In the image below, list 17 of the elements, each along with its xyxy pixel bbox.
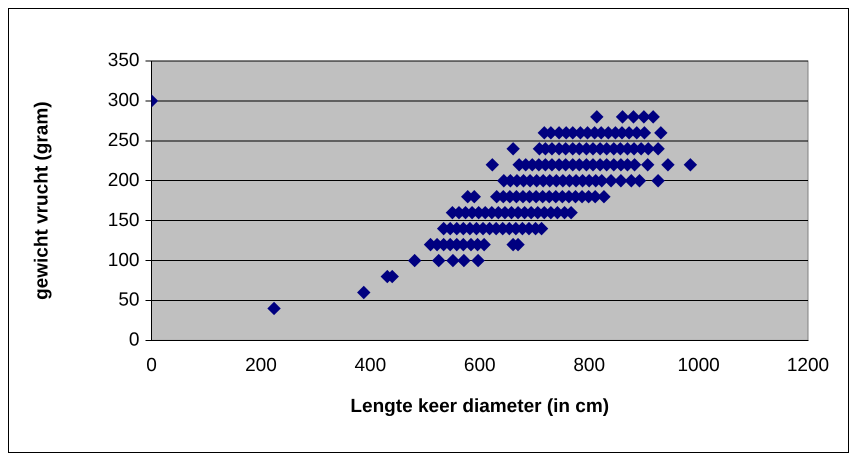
y-tick-label: 200 xyxy=(108,170,140,191)
x-tick-label: 600 xyxy=(464,355,496,376)
y-tick-label: 350 xyxy=(108,50,140,72)
x-tick-label: 800 xyxy=(573,355,606,376)
x-tick-label: 0 xyxy=(146,355,157,376)
y-tick-label: 0 xyxy=(128,330,140,351)
y-tick-label: 150 xyxy=(108,210,140,231)
y-tick-label: 100 xyxy=(108,250,140,271)
x-tick-label: 1200 xyxy=(786,355,830,376)
x-tick-label: 200 xyxy=(245,355,277,376)
y-tick-label: 50 xyxy=(118,290,140,311)
x-tick-label: 400 xyxy=(354,355,386,376)
y-axis-title: gewicht vrucht (gram) xyxy=(32,101,53,300)
y-tick-label: 250 xyxy=(108,130,140,152)
x-tick-label: 1000 xyxy=(677,355,720,376)
y-tick-label: 300 xyxy=(108,90,140,112)
x-axis-title: Lengte keer diameter (in cm) xyxy=(350,396,610,417)
